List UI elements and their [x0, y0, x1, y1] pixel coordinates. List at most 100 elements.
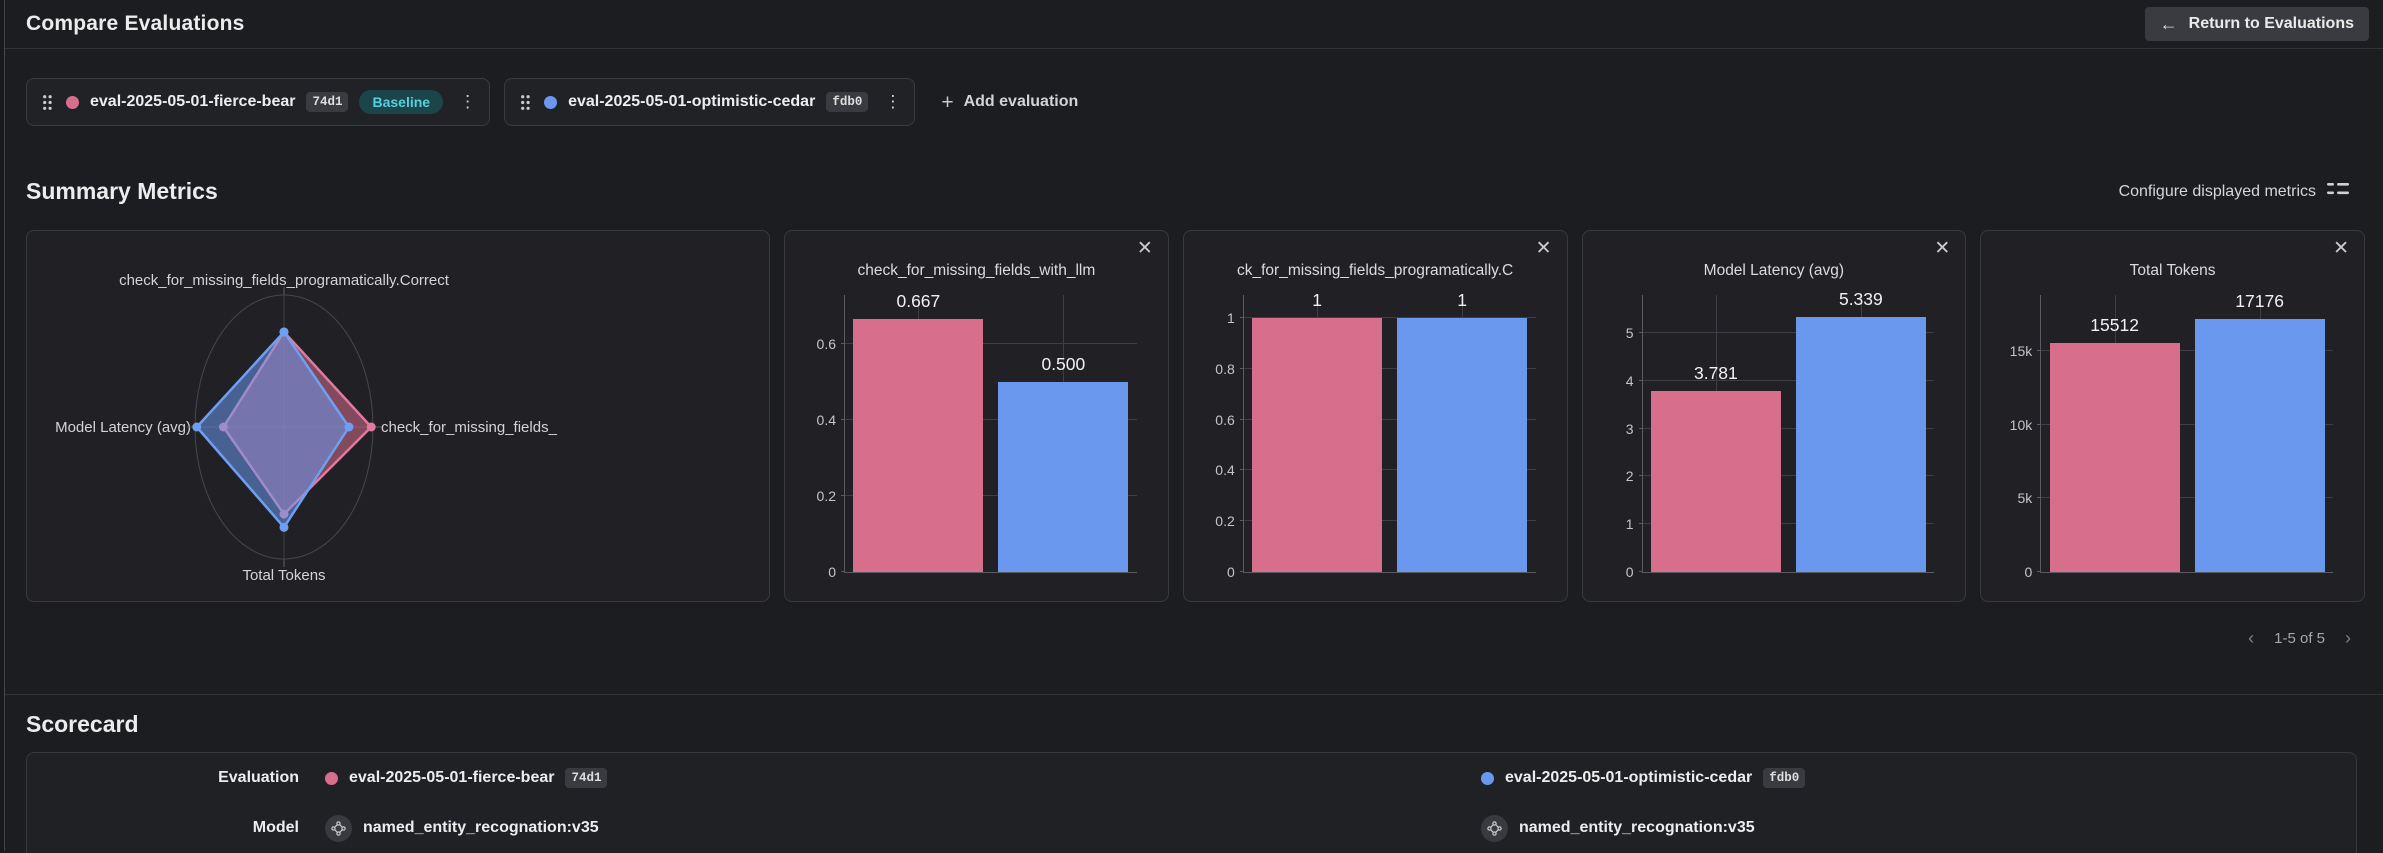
bar	[853, 318, 984, 572]
chart-title: Model Latency (avg)	[1703, 262, 1845, 279]
close-panel-button[interactable]: ✕	[1928, 238, 1956, 259]
configure-metrics-icon	[2327, 181, 2349, 202]
model-name-link[interactable]: named_entity_recognation:v35	[1519, 819, 1755, 836]
model-icon	[1481, 814, 1508, 842]
y-tick-mark	[1638, 523, 1643, 525]
y-tick-label: 0.4	[816, 412, 836, 429]
y-tick-label: 0	[828, 564, 836, 580]
bar-value-label: 5.339	[1838, 289, 1883, 310]
h-gridline	[845, 495, 1137, 497]
header: Compare Evaluations ← Return to Evaluati…	[0, 0, 2383, 49]
model-name-link[interactable]: named_entity_recognation:v35	[363, 819, 599, 836]
radar-svg	[187, 287, 381, 567]
scorecard-row-evaluation: Evaluation eval-2025-05-01-fierce-bear 7…	[27, 753, 2356, 803]
y-tick-label: 0.2	[816, 488, 836, 505]
radar-panel: check_for_missing_fields_programatically…	[26, 230, 770, 602]
evaluation-name-link[interactable]: eval-2025-05-01-fierce-bear	[349, 769, 555, 786]
y-tick-mark	[1239, 520, 1244, 522]
y-tick-label: 0.2	[1215, 513, 1235, 530]
drag-handle-icon[interactable]	[518, 92, 533, 113]
y-tick-label: 5k	[2017, 490, 2033, 507]
return-button-label: Return to Evaluations	[2188, 15, 2354, 32]
bar-value-label: 0.667	[896, 290, 941, 311]
y-tick-mark	[1239, 367, 1244, 369]
chart-title: Total Tokens	[2129, 262, 2216, 279]
drag-handle-icon[interactable]	[40, 92, 55, 113]
window-edge	[0, 0, 5, 851]
evaluation-name-link[interactable]: eval-2025-05-01-optimistic-cedar	[1505, 769, 1753, 786]
bar	[1252, 317, 1383, 572]
bar	[1795, 317, 1926, 572]
y-tick-mark	[1638, 332, 1643, 334]
y-tick-mark	[1638, 379, 1643, 381]
h-gridline	[845, 343, 1137, 345]
h-gridline	[1243, 418, 1536, 420]
scorecard-row-label: Model	[252, 819, 299, 836]
bar	[2049, 343, 2180, 572]
pagination: ‹ 1-5 of 5 ›	[0, 602, 2383, 649]
y-tick-label: 1	[1625, 516, 1634, 533]
close-panel-button[interactable]: ✕	[1131, 238, 1159, 259]
bar	[1650, 391, 1781, 572]
h-gridline	[1642, 523, 1935, 525]
radar-axis-label-top: check_for_missing_fields_programatically…	[119, 272, 449, 289]
bar-plot: 0 0.2 0.4 0.6 0.667 0.500	[817, 291, 1137, 580]
h-gridline	[1642, 332, 1935, 334]
h-gridline	[1243, 520, 1536, 522]
evaluation-id-badge: 74d1	[306, 92, 349, 112]
y-tick-label: 3	[1625, 420, 1634, 437]
y-tick-label: 1	[1226, 309, 1235, 326]
y-tick-label: 0.6	[816, 336, 836, 353]
radar-axis-label-left: Model Latency (avg)	[55, 419, 191, 436]
evaluation-name: eval-2025-05-01-fierce-bear	[90, 93, 296, 110]
h-gridline	[2041, 350, 2333, 351]
radar-axis-label-right: check_for_missing_fields_	[381, 419, 557, 436]
scorecard-evaluation-cell: eval-2025-05-01-fierce-bear 74d1	[325, 768, 1481, 788]
metric-panel-check-for-missing-fields-with-llm: ✕ check_for_missing_fields_with_llm 0 0.2…	[784, 230, 1169, 602]
close-icon: ✕	[1535, 238, 1552, 259]
y-tick-label: 0.4	[1215, 462, 1235, 479]
y-tick-mark	[1239, 418, 1244, 420]
kebab-menu-icon[interactable]: ⋮	[454, 90, 481, 114]
kebab-menu-icon[interactable]: ⋮	[879, 90, 906, 114]
evaluation-id-badge: fdb0	[826, 92, 869, 112]
add-evaluation-button[interactable]: + Add evaluation	[929, 92, 1090, 113]
pagination-label: 1-5 of 5	[2274, 630, 2325, 647]
evaluation-id-badge: 74d1	[565, 768, 608, 788]
chart-title: check_for_missing_fields_with_llm	[857, 262, 1096, 279]
bar-plot: 0 1 2 3 4 5 3.781 5.339	[1626, 289, 1935, 580]
y-tick-mark	[1638, 427, 1643, 429]
summary-metrics-title: Summary Metrics	[26, 178, 218, 204]
bar-plot: 0 0.2 0.4 0.6 0.8 1 1 1	[1215, 290, 1536, 580]
return-to-evaluations-button[interactable]: ← Return to Evaluations	[2144, 7, 2369, 41]
y-tick-mark	[2037, 497, 2042, 499]
close-panel-button[interactable]: ✕	[2327, 238, 2355, 259]
metric-panel-check-for-missing-fields-programatically: ✕ ck_for_missing_fields_programatically.…	[1182, 230, 1568, 602]
h-gridline	[1642, 475, 1935, 477]
y-tick-label: 2	[1625, 468, 1634, 485]
metric-panel-model-latency: ✕ Model Latency (avg) 0 1 2 3 4 5 3.781 5.339	[1581, 230, 1967, 602]
scorecard-panel: Evaluation eval-2025-05-01-fierce-bear 7…	[26, 752, 2357, 853]
summary-metrics-header: Summary Metrics Configure displayed metr…	[0, 126, 2383, 205]
y-tick-label: 0	[1625, 564, 1634, 580]
scorecard-model-cell: named_entity_recognation:v35	[325, 814, 1481, 842]
y-tick-label: 0	[2024, 564, 2033, 580]
chevron-right-icon[interactable]: ›	[2345, 628, 2351, 648]
page-title: Compare Evaluations	[26, 12, 245, 35]
bar-value-label: 15512	[2090, 315, 2139, 336]
evaluation-pill[interactable]: eval-2025-05-01-optimistic-cedar fdb0 ⋮	[504, 78, 916, 126]
y-tick-mark	[2037, 350, 2042, 351]
y-tick-label: 4	[1625, 372, 1634, 389]
metric-panel-total-tokens: ✕ Total Tokens 0 5k 10k 15k 15512 17176	[1980, 230, 2365, 602]
bar-plot: 0 5k 10k 15k 15512 17176	[2010, 291, 2333, 580]
model-icon	[325, 814, 352, 842]
evaluation-pill-baseline[interactable]: eval-2025-05-01-fierce-bear 74d1 Baselin…	[26, 78, 491, 126]
bar	[2194, 318, 2325, 572]
close-panel-button[interactable]: ✕	[1530, 238, 1558, 259]
close-icon: ✕	[1136, 238, 1153, 259]
evaluation-color-dot	[544, 95, 558, 109]
chevron-left-icon[interactable]: ‹	[2248, 628, 2255, 648]
y-tick-label: 15k	[2009, 343, 2033, 359]
h-gridline	[1642, 379, 1935, 381]
configure-displayed-metrics-button[interactable]: Configure displayed metrics	[2113, 180, 2355, 203]
